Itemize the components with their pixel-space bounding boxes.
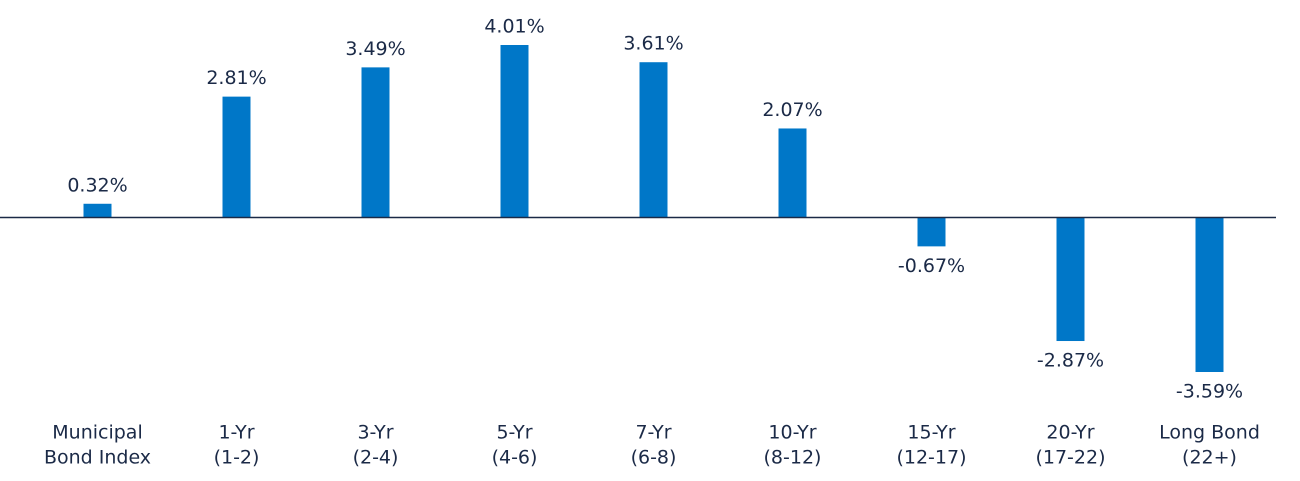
- x-tick-label: 7-Yr: [635, 422, 671, 444]
- x-tick-label: Municipal: [52, 422, 142, 444]
- value-label: -2.87%: [1037, 350, 1104, 372]
- x-tick-label: 20-Yr: [1046, 422, 1094, 444]
- x-tick-label: 5-Yr: [496, 422, 532, 444]
- x-tick-label: Long Bond: [1159, 422, 1260, 444]
- x-tick-label: (2-4): [353, 447, 399, 469]
- bar: [222, 96, 251, 218]
- value-label: 0.32%: [67, 174, 127, 196]
- bar: [1056, 217, 1085, 342]
- x-tick-label: 10-Yr: [768, 422, 816, 444]
- x-tick-label: Bond Index: [44, 447, 151, 469]
- bar: [361, 67, 390, 218]
- x-tick-label: 3-Yr: [357, 422, 393, 444]
- bar: [778, 128, 807, 218]
- value-label: 3.49%: [345, 38, 405, 60]
- bar: [1195, 217, 1224, 372]
- value-label: 2.81%: [206, 67, 266, 89]
- x-tick-label: (4-6): [492, 447, 538, 469]
- bar: [639, 62, 668, 218]
- x-tick-label: (8-12): [764, 447, 822, 469]
- bar: [500, 45, 529, 218]
- x-tick-label: (6-8): [631, 447, 677, 469]
- value-label: 3.61%: [623, 33, 683, 55]
- value-label: -0.67%: [898, 255, 965, 277]
- x-tick-label: (17-22): [1035, 447, 1105, 469]
- x-tick-label: (12-17): [896, 447, 966, 469]
- x-tick-label: (22+): [1182, 447, 1237, 469]
- bar: [917, 217, 946, 247]
- bar: [83, 203, 112, 218]
- x-tick-label: 15-Yr: [907, 422, 955, 444]
- value-label: 4.01%: [484, 16, 544, 38]
- x-tick-label: (1-2): [214, 447, 260, 469]
- value-label: 2.07%: [762, 99, 822, 121]
- x-tick-label: 1-Yr: [218, 422, 254, 444]
- value-label: -3.59%: [1176, 381, 1243, 403]
